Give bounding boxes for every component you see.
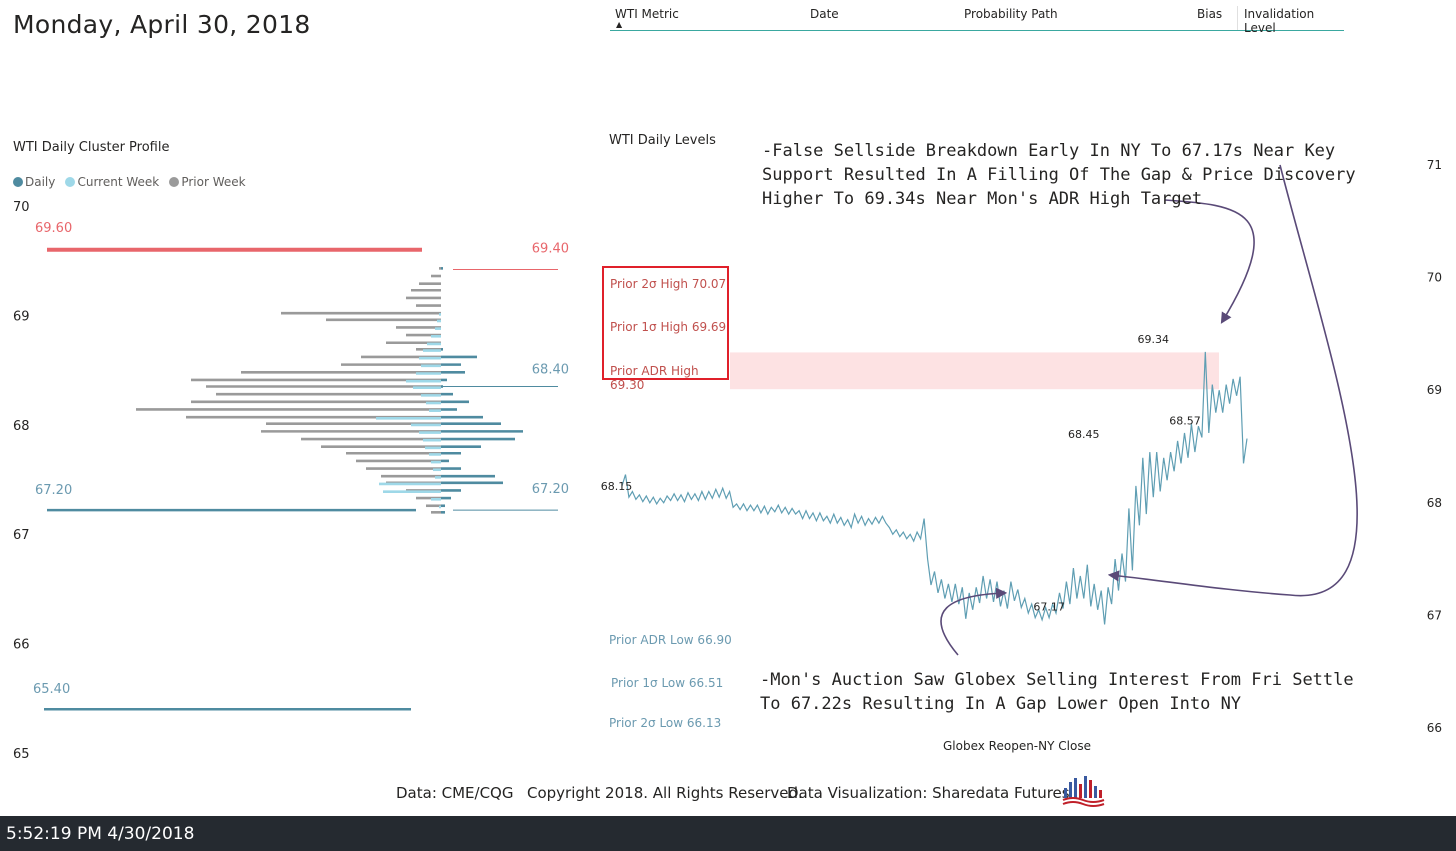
profile-level-label: 69.60 bbox=[35, 221, 72, 236]
price-data-label: 68.45 bbox=[1068, 428, 1100, 441]
profile-y-tick-label: 65 bbox=[13, 747, 30, 762]
annotation-arrow-top bbox=[1164, 199, 1255, 324]
legend-item-prior-week[interactable]: Prior Week bbox=[169, 175, 246, 189]
daily-levels-title: WTI Daily Levels bbox=[609, 133, 716, 148]
column-header-probability-path[interactable]: Probability Path bbox=[964, 7, 1058, 21]
profile-y-tick-label: 70 bbox=[13, 200, 30, 215]
legend-label-daily: Daily bbox=[25, 175, 56, 189]
line-y-tick-label: 70 bbox=[1427, 271, 1442, 285]
legend-label-current-week: Current Week bbox=[77, 175, 160, 189]
prior-high-levels-box: Prior 2σ High 70.07 Prior 1σ High 69.69 … bbox=[602, 266, 729, 392]
annotation-arrow-bottom bbox=[940, 587, 1008, 656]
line-y-tick-label: 67 bbox=[1427, 608, 1442, 622]
legend-label-prior-week: Prior Week bbox=[181, 175, 246, 189]
legend-prior-week-swatch bbox=[169, 177, 180, 187]
profile-y-tick-label: 66 bbox=[13, 638, 30, 653]
annotation-top-line-1: -False Sellside Breakdown Early In NY To… bbox=[762, 141, 1336, 161]
prior-1sigma-high-label: Prior 1σ High 69.69 bbox=[610, 320, 727, 334]
sharedata-logo-icon bbox=[1062, 776, 1105, 807]
annotation-bottom: -Mon's Auction Saw Globex Selling Intere… bbox=[760, 668, 1354, 716]
line-y-tick-label: 68 bbox=[1427, 496, 1442, 510]
legend-item-daily[interactable]: Daily bbox=[13, 175, 55, 189]
page-title: Monday, April 30, 2018 bbox=[13, 10, 311, 39]
price-data-label: 67.17 bbox=[1033, 600, 1065, 613]
column-divider bbox=[1237, 6, 1238, 30]
annotation-top: -False Sellside Breakdown Early In NY To… bbox=[762, 139, 1356, 211]
column-header-date[interactable]: Date bbox=[810, 7, 839, 21]
profile-y-tick-label: 68 bbox=[13, 419, 30, 434]
line-y-tick-label: 71 bbox=[1427, 158, 1442, 172]
adr-high-band bbox=[730, 352, 1219, 390]
column-header-bias[interactable]: Bias bbox=[1197, 7, 1223, 21]
price-data-label: 68.57 bbox=[1169, 415, 1201, 428]
cluster-profile-chart: 70 69 68 67 66 65 69.60 69.40 68.40 67.20 67.20 65.… bbox=[13, 200, 569, 762]
profile-level-label: 67.20 bbox=[532, 482, 569, 497]
profile-level-label: 67.20 bbox=[35, 483, 72, 498]
column-header-invalidation-level[interactable]: Invalidation Level bbox=[1244, 7, 1315, 35]
line-y-tick-label: 69 bbox=[1427, 383, 1442, 397]
sort-ascending-icon[interactable]: ▲ bbox=[616, 20, 623, 29]
prior-adr-low-label: Prior ADR Low 66.90 bbox=[609, 633, 732, 647]
footer-visualization-credit: Data Visualization: Sharedata Futures bbox=[787, 784, 1070, 802]
price-data-label: 69.34 bbox=[1138, 333, 1170, 346]
legend-daily-swatch bbox=[13, 177, 23, 187]
cluster-profile-title: WTI Daily Cluster Profile bbox=[13, 140, 170, 155]
prior-2sigma-high-label: Prior 2σ High 70.07 bbox=[610, 277, 727, 291]
annotation-arrow-right bbox=[1107, 164, 1358, 597]
profile-y-tick-label: 69 bbox=[13, 309, 30, 324]
legend-current-week-swatch bbox=[65, 177, 76, 187]
profile-y-tick-label: 67 bbox=[13, 528, 30, 543]
annotation-top-line-3: Higher To 69.34s Near Mon's ADR High Tar… bbox=[762, 189, 1203, 209]
footer-copyright: Copyright 2018. All Rights Reserved. bbox=[527, 784, 803, 802]
profile-level-label: 69.40 bbox=[532, 241, 569, 256]
annotation-top-line-2: Support Resulted In A Filling Of The Gap… bbox=[762, 165, 1356, 185]
annotation-bottom-line-1: -Mon's Auction Saw Globex Selling Intere… bbox=[760, 670, 1354, 690]
column-header-wti-metric[interactable]: WTI Metric bbox=[615, 7, 679, 21]
prior-adr-high-label: Prior ADR High 69.30 bbox=[610, 364, 699, 392]
daily-levels-chart: 71 70 69 68 67 66 68.15 67.17 68.45 69.34 68.57 bbox=[601, 158, 1442, 735]
legend-item-current-week[interactable]: Current Week bbox=[65, 175, 159, 189]
cluster-profile-legend: Daily Current Week Prior Week bbox=[13, 171, 251, 190]
profile-level-label: 68.40 bbox=[532, 363, 569, 378]
profile-level-label: 65.40 bbox=[33, 682, 70, 697]
prior-1sigma-low-label: Prior 1σ Low 66.51 bbox=[611, 676, 724, 690]
line-y-tick-label: 66 bbox=[1427, 721, 1442, 735]
footer-data-source: Data: CME/CQG bbox=[396, 784, 514, 802]
price-data-label: 68.15 bbox=[601, 480, 633, 493]
price-line bbox=[621, 351, 1248, 625]
status-bar: 5:52:19 PM 4/30/2018 bbox=[0, 816, 1456, 851]
line-chart-x-axis-label: Globex Reopen-NY Close bbox=[943, 739, 1091, 753]
annotation-bottom-line-2: To 67.22s Resulting In A Gap Lower Open … bbox=[760, 694, 1242, 714]
metric-table-header: WTI Metric ▲ Date Probability Path Bias … bbox=[610, 6, 1344, 35]
status-timestamp: 5:52:19 PM 4/30/2018 bbox=[6, 824, 195, 844]
prior-2sigma-low-label: Prior 2σ Low 66.13 bbox=[609, 716, 722, 730]
